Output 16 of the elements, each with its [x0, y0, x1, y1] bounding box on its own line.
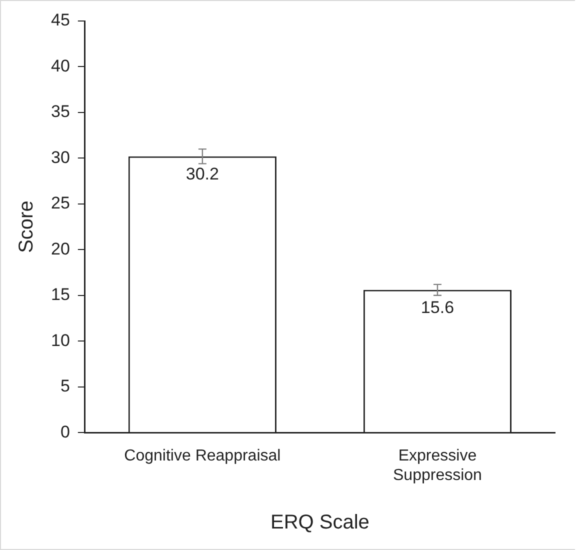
y-tick-label: 15 [50, 285, 70, 304]
x-tick-label: Cognitive Reappraisal [124, 448, 281, 465]
y-tick-label: 45 [50, 10, 70, 30]
y-tick-label: 25 [50, 194, 70, 213]
y-tick-label: 0 [60, 422, 70, 442]
y-tick-label: 35 [50, 102, 70, 122]
y-tick-label: 30 [50, 148, 70, 167]
y-tick-label: 20 [50, 239, 70, 258]
y-axis-title: Score [16, 200, 38, 253]
y-tick-label: 40 [50, 56, 70, 76]
data-label: 30.2 [186, 164, 219, 184]
y-tick-label: 5 [60, 376, 70, 396]
x-axis-title: ERQ Scale [270, 512, 370, 534]
y-tick-label: 10 [50, 330, 70, 350]
data-label: 15.6 [420, 298, 454, 318]
x-tick-label: Expressive Suppression [393, 448, 482, 484]
